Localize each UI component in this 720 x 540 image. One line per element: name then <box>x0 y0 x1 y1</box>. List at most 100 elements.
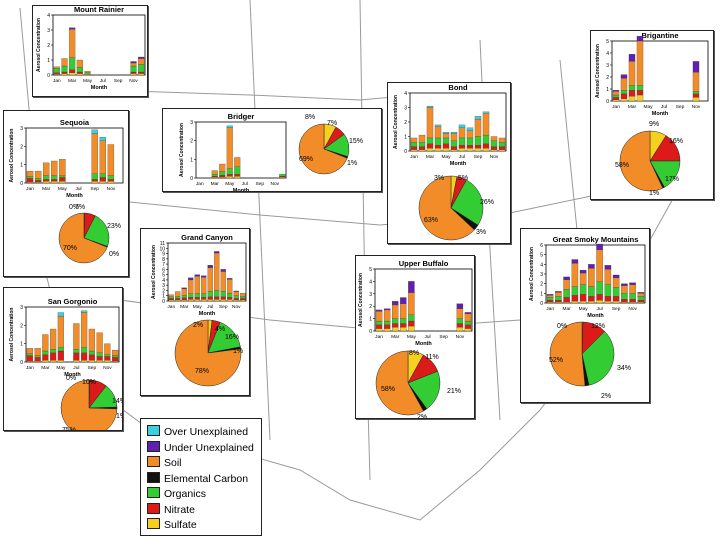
bar-segment-organics <box>76 67 83 73</box>
bar-segment-organics <box>434 137 442 146</box>
bar-segment-organics <box>474 136 482 146</box>
bar-segment-soil <box>234 157 241 167</box>
legend-label: Organics <box>164 488 207 500</box>
legend-swatch <box>147 518 160 529</box>
site-chart-panel: Mount Rainier 0 1 2 3 4 Aerosol Concentration J… <box>32 5 148 97</box>
pie-slice <box>375 350 424 416</box>
bar-segment-soil <box>181 288 187 296</box>
x-tick-label: Jan <box>53 78 61 84</box>
bar-segment-nitrate <box>279 176 286 178</box>
bar-segment-soil <box>464 313 472 322</box>
x-tick-label: May <box>58 186 68 192</box>
bar-segment-soil <box>604 269 612 285</box>
bar-segment-over-unexplained <box>450 132 458 134</box>
bar-segment-organics <box>571 286 579 296</box>
legend: Over Unexplained Under Unexplained Soil Ele… <box>140 418 262 536</box>
x-axis-label: Month <box>64 372 81 378</box>
pie-label: 21% <box>447 388 461 395</box>
bar-segment-soil <box>612 277 620 288</box>
bar-segment-nitrate <box>138 71 145 74</box>
x-axis-label: Month <box>233 188 250 192</box>
bar-segment-under-unexplained <box>555 291 562 293</box>
bar-segment-soil <box>375 311 383 322</box>
bar-segment-sulfate <box>211 176 218 179</box>
bar-segment-sulfate <box>175 299 181 302</box>
x-tick-label: Nov <box>129 78 138 84</box>
bar-segment-sulfate <box>168 299 174 302</box>
x-tick-label: Jul <box>100 78 106 84</box>
bar-segment-over-unexplained <box>81 310 88 313</box>
bar-segment-soil <box>410 137 418 143</box>
bar-segment-nitrate <box>59 177 66 182</box>
y-tick-label: 3 <box>606 63 609 69</box>
bar-segment-organics <box>464 320 472 325</box>
pie-label: 12% <box>591 323 605 330</box>
bar-segment-sulfate <box>214 299 220 302</box>
bar-segment-soil <box>91 133 98 174</box>
y-tick-label: 1 <box>162 294 165 300</box>
x-tick-label: Mar <box>68 78 77 84</box>
y-tick-label: 4 <box>540 262 543 268</box>
bar-segment-soil <box>588 268 595 287</box>
bar-segment-soil <box>211 170 218 175</box>
x-tick-label: Jan <box>26 186 34 192</box>
x-tick-label: May <box>407 334 417 340</box>
x-tick-label: Sep <box>474 154 483 160</box>
bar-segment-soil <box>490 136 498 141</box>
bar-segment-organics <box>50 349 57 353</box>
bar-segment-organics <box>636 85 644 91</box>
legend-swatch <box>147 487 160 498</box>
bar-segment-soil <box>456 308 464 319</box>
bar-segment-organics <box>588 286 595 297</box>
pie-label: 17% <box>665 176 679 183</box>
bar-segment-over-unexplained <box>91 129 98 134</box>
x-tick-label: Mar <box>628 104 637 110</box>
pie-slice <box>418 175 475 241</box>
bar-segment-nitrate <box>400 323 407 328</box>
x-tick-label: Nov <box>456 334 465 340</box>
bar-segment-under-unexplained <box>408 281 415 293</box>
bar-segment-nitrate <box>91 179 98 182</box>
legend-label: Sulfate <box>164 519 197 531</box>
bar-segment-under-unexplained <box>201 275 207 278</box>
y-tick-label: 0 <box>162 299 165 305</box>
x-tick-label: Jul <box>424 334 430 340</box>
y-tick-label: 4 <box>47 13 50 19</box>
legend-swatch <box>147 440 160 452</box>
bar-segment-nitrate <box>392 323 399 328</box>
x-tick-label: Jan <box>26 365 34 371</box>
bar-segment-nitrate <box>188 297 194 300</box>
bar-segment-nitrate <box>99 177 106 182</box>
y-tick-label: 3 <box>540 272 543 278</box>
bar-segment-organics <box>188 293 194 298</box>
x-tick-label: Jan <box>167 304 175 310</box>
bar-segment-sulfate <box>546 301 554 304</box>
bar-segment-soil <box>498 137 506 143</box>
bar-segment-sulfate <box>226 176 233 179</box>
bar-segment-organics <box>211 174 218 177</box>
bar-segment-under-unexplained <box>392 301 399 306</box>
pie-label: 52% <box>549 357 563 364</box>
pie-label: 78% <box>195 368 209 375</box>
bar-segment-nitrate <box>482 143 490 149</box>
pie-label: 5% <box>458 175 468 182</box>
bar-segment-organics <box>482 134 490 144</box>
bar-segment-under-unexplained <box>546 294 554 296</box>
bar-segment-under-unexplained <box>637 292 645 294</box>
bar-segment-nitrate <box>563 297 570 303</box>
y-tick-label: 1 <box>606 87 609 93</box>
y-tick-label: 2 <box>404 120 407 126</box>
bar-segment-sulfate <box>464 328 472 332</box>
bar-segment-under-unexplained <box>692 61 700 73</box>
bar-segment-organics <box>579 284 587 295</box>
y-tick-label: 3 <box>404 106 407 112</box>
bar-segment-sulfate <box>418 149 426 152</box>
bar-segment-sulfate <box>637 301 645 304</box>
y-axis-label: Aerosol Concentration <box>529 247 535 301</box>
bar-segment-nitrate <box>130 71 137 74</box>
pie-label: 34% <box>617 365 631 372</box>
bar-segment-nitrate <box>596 294 603 301</box>
bar-segment-nitrate <box>26 355 33 362</box>
pie-slice <box>60 379 118 430</box>
